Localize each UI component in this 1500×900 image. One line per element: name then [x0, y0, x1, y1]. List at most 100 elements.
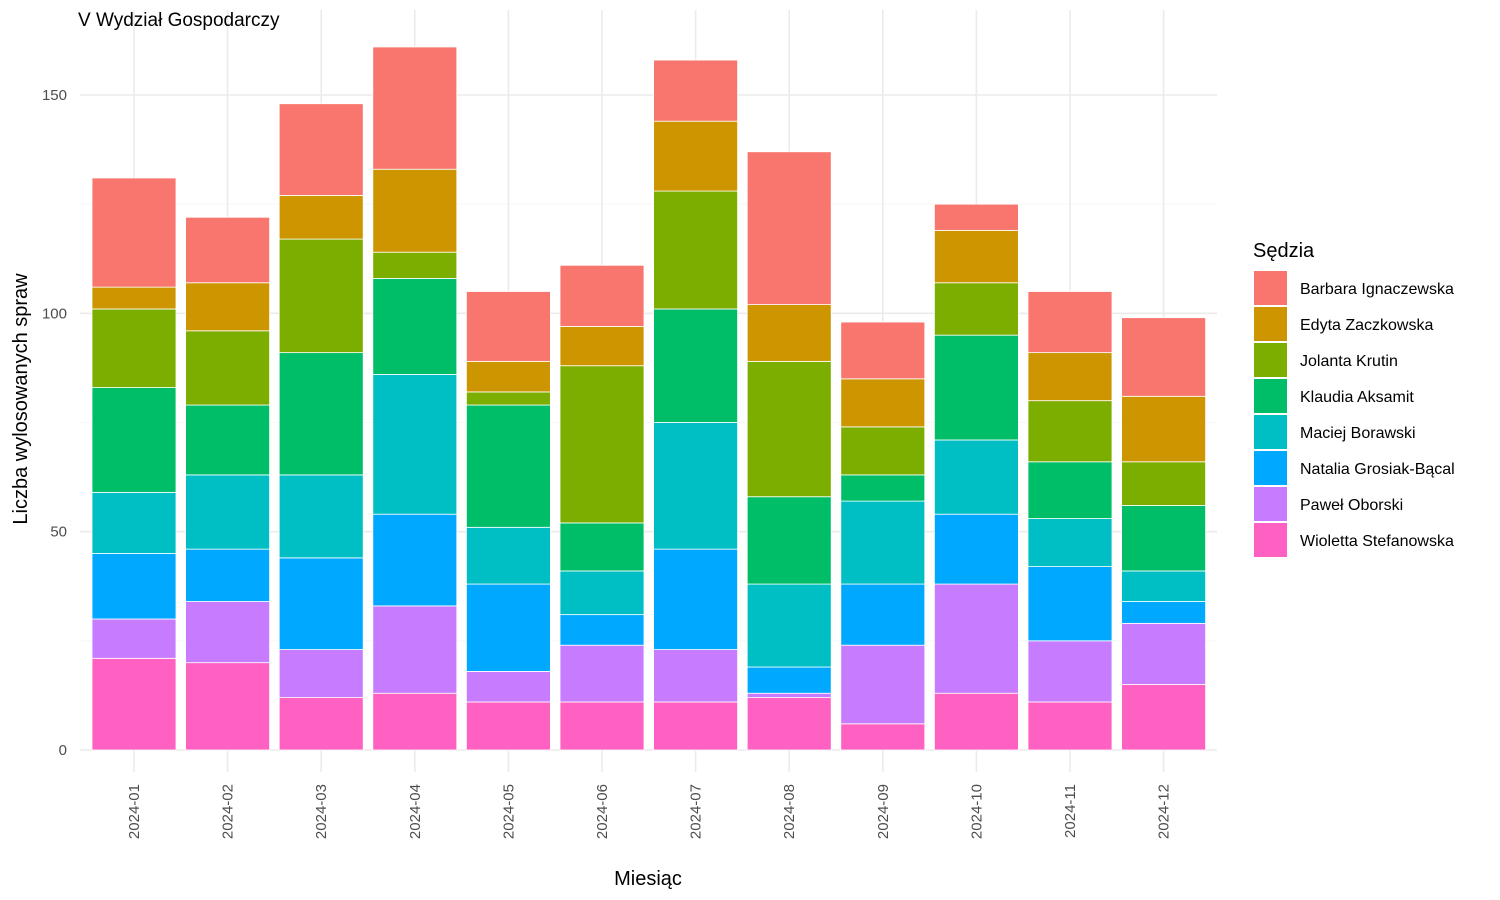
- bar-segment: Maciej Borawski 2024-04: 32: [372, 374, 458, 515]
- bar-segment: Paweł Oborski 2024-05: 7: [465, 670, 551, 703]
- y-tick-label: 50: [50, 524, 67, 541]
- bar-segment: Jolanta Krutin 2024-01: 18: [91, 308, 177, 388]
- bar-segment: Barbara Ignaczewska 2024-04: 28: [372, 46, 458, 170]
- bar-segment: Jolanta Krutin 2024-11: 14: [1027, 400, 1113, 463]
- legend-key: [1254, 271, 1287, 305]
- bar-segment: Paweł Oborski 2024-12: 14: [1121, 622, 1206, 685]
- bar-segment: Klaudia Aksamit 2024-06: 11: [559, 522, 645, 572]
- y-axis: 0 50 100 150: [42, 87, 67, 759]
- bar-segment: Edyta Zaczkowska 2024-09: 11: [840, 378, 926, 428]
- bar-segment: Wioletta Stefanowska 2024-12: 15: [1121, 684, 1206, 751]
- bar-segment: Edyta Zaczkowska 2024-02: 11: [185, 282, 271, 332]
- bar-segment: Maciej Borawski 2024-01: 14: [91, 491, 177, 554]
- legend: Sędzia Barbara Ignaczewska Edyta Zaczkows…: [1253, 240, 1455, 557]
- bar-segment: Maciej Borawski 2024-10: 17: [934, 439, 1019, 515]
- bar-segment: Jolanta Krutin 2024-12: 10: [1121, 461, 1206, 506]
- legend-label: Wioletta Stefanowska: [1300, 533, 1454, 550]
- bar-segment: Jolanta Krutin 2024-08: 31: [746, 360, 832, 498]
- x-tick-label: 2024-07: [688, 784, 705, 839]
- bar-segment: Natalia Grosiak-Bącal 2024-01: 15: [91, 553, 177, 620]
- bar-segment: Klaudia Aksamit 2024-05: 28: [465, 404, 551, 528]
- bar-segment: Barbara Ignaczewska 2024-02: 15: [185, 216, 271, 284]
- bar-segment: Natalia Grosiak-Bącal 2024-07: 23: [653, 548, 738, 650]
- legend-label: Edyta Zaczkowska: [1300, 317, 1433, 334]
- bar-segment: Edyta Zaczkowska 2024-10: 12: [934, 229, 1019, 284]
- bar-segment: Maciej Borawski 2024-11: 11: [1027, 518, 1113, 567]
- bar-segment: Paweł Oborski 2024-03: 11: [278, 649, 364, 698]
- bar-segment: Maciej Borawski 2024-03: 19: [278, 474, 364, 559]
- bar-segment: Klaudia Aksamit 2024-02: 16: [185, 404, 271, 476]
- legend-label: Klaudia Aksamit: [1300, 389, 1414, 406]
- bar-segment: Barbara Ignaczewska 2024-05: 16: [465, 291, 551, 362]
- legend-key: [1254, 523, 1287, 557]
- bar-segment: Edyta Zaczkowska 2024-12: 15: [1121, 395, 1206, 463]
- y-tick-label: 100: [42, 305, 67, 322]
- bar-segment: Natalia Grosiak-Bącal 2024-04: 21: [372, 513, 458, 607]
- x-tick-label: 2024-12: [1156, 784, 1173, 839]
- bar-segment: Natalia Grosiak-Bącal 2024-12: 5: [1121, 601, 1206, 624]
- bar-segment: Paweł Oborski 2024-06: 13: [559, 644, 645, 703]
- legend-key: [1254, 451, 1287, 485]
- bar-segment: Klaudia Aksamit 2024-09: 6: [840, 474, 926, 502]
- bar-segment: Natalia Grosiak-Bącal 2024-02: 12: [185, 548, 271, 602]
- bar-segment: Barbara Ignaczewska 2024-06: 14: [559, 264, 645, 327]
- legend-key: [1254, 379, 1287, 413]
- x-tick-label: 2024-08: [781, 784, 798, 839]
- bar-segment: Wioletta Stefanowska 2024-06: 11: [559, 701, 645, 751]
- bar-segment: Maciej Borawski 2024-08: 19: [746, 583, 832, 668]
- x-tick-label: 2024-05: [500, 784, 517, 839]
- bar-segment: Natalia Grosiak-Bącal 2024-08: 6: [746, 666, 832, 694]
- bar-segment: Klaudia Aksamit 2024-12: 15: [1121, 505, 1206, 572]
- legend-key: [1254, 415, 1287, 449]
- y-tick-label: 0: [59, 742, 67, 759]
- bar-segment: Klaudia Aksamit 2024-08: 20: [746, 496, 832, 585]
- bar-segment: Edyta Zaczkowska 2024-05: 7: [465, 360, 551, 393]
- chart-title: V Wydział Gospodarczy: [78, 10, 280, 31]
- bar-segment: Jolanta Krutin 2024-07: 27: [653, 190, 738, 310]
- bar-segment: Edyta Zaczkowska 2024-04: 19: [372, 168, 458, 253]
- bar-segment: Klaudia Aksamit 2024-04: 22: [372, 277, 458, 375]
- bar-segment: Barbara Ignaczewska 2024-01: 25: [91, 177, 177, 288]
- bar-segment: Barbara Ignaczewska 2024-09: 13: [840, 321, 926, 380]
- bar-segment: Natalia Grosiak-Bącal 2024-03: 21: [278, 557, 364, 650]
- y-tick-label: 150: [42, 87, 67, 104]
- x-tick-label: 2024-02: [220, 784, 237, 839]
- bar-segment: Edyta Zaczkowska 2024-08: 13: [746, 304, 832, 362]
- bar-segment: Maciej Borawski 2024-06: 10: [559, 570, 645, 616]
- legend-label: Jolanta Krutin: [1300, 353, 1398, 370]
- x-tick-label: 2024-11: [1062, 784, 1079, 838]
- bar-segment: Edyta Zaczkowska 2024-07: 16: [653, 120, 738, 192]
- bar-segment: Natalia Grosiak-Bącal 2024-10: 16: [934, 513, 1019, 585]
- legend-label: Barbara Ignaczewska: [1300, 281, 1454, 298]
- bar-segment: Natalia Grosiak-Bącal 2024-05: 20: [465, 583, 551, 672]
- bar-segment: Wioletta Stefanowska 2024-05: 11: [465, 701, 551, 751]
- x-tick-label: 2024-03: [313, 784, 330, 839]
- x-axis: 2024-01 2024-02 2024-03 2024-04 2024-05 2024-…: [126, 784, 1173, 839]
- bar-segment: Klaudia Aksamit 2024-03: 28: [278, 352, 364, 476]
- bar-segment: Barbara Ignaczewska 2024-11: 14: [1027, 291, 1113, 354]
- legend-label: Maciej Borawski: [1300, 425, 1416, 442]
- bar-segment: Natalia Grosiak-Bącal 2024-09: 14: [840, 583, 926, 646]
- bar-segment: Jolanta Krutin 2024-04: 6: [372, 251, 458, 279]
- bar-segment: Barbara Ignaczewska 2024-12: 18: [1121, 317, 1206, 397]
- bar-segment: Paweł Oborski 2024-04: 20: [372, 605, 458, 694]
- bar-segment: Klaudia Aksamit 2024-10: 24: [934, 334, 1019, 441]
- bar-segment: Paweł Oborski 2024-10: 25: [934, 583, 1019, 694]
- bar-segment: Maciej Borawski 2024-05: 13: [465, 526, 551, 585]
- bar-segment: Paweł Oborski 2024-02: 14: [185, 601, 271, 664]
- bar-segment: Wioletta Stefanowska 2024-07: 11: [653, 701, 738, 751]
- bar-segment: Wioletta Stefanowska 2024-10: 13: [934, 692, 1019, 751]
- legend-key: [1254, 343, 1287, 377]
- bar-segment: Jolanta Krutin 2024-06: 36: [559, 365, 645, 524]
- bar-segment: Edyta Zaczkowska 2024-01: 5: [91, 286, 177, 310]
- bar-segment: Maciej Borawski 2024-07: 29: [653, 422, 738, 550]
- bar-segment: Barbara Ignaczewska 2024-08: 35: [746, 151, 832, 305]
- bar-segment: Barbara Ignaczewska 2024-03: 21: [278, 103, 364, 196]
- bar-segment: Maciej Borawski 2024-02: 17: [185, 474, 271, 550]
- x-tick-label: 2024-04: [407, 784, 424, 839]
- bar-segment: Natalia Grosiak-Bącal 2024-06: 7: [559, 614, 645, 646]
- bar-segment: Barbara Ignaczewska 2024-07: 14: [653, 59, 738, 122]
- bar-segment: Wioletta Stefanowska 2024-01: 21: [91, 657, 177, 751]
- bar-segment: Natalia Grosiak-Bącal 2024-11: 17: [1027, 566, 1113, 642]
- bar-segment: Klaudia Aksamit 2024-11: 13: [1027, 461, 1113, 519]
